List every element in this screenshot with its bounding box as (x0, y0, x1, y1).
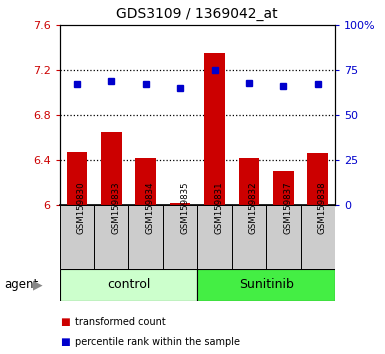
Text: ■: ■ (60, 317, 69, 327)
Text: percentile rank within the sample: percentile rank within the sample (75, 337, 240, 347)
Text: GSM159838: GSM159838 (318, 181, 327, 234)
Text: control: control (107, 279, 150, 291)
Text: Sunitinib: Sunitinib (239, 279, 294, 291)
Text: GSM159835: GSM159835 (180, 181, 189, 234)
Bar (67, 152, 87, 205)
Bar (301, 205, 335, 269)
Title: GDS3109 / 1369042_at: GDS3109 / 1369042_at (117, 7, 278, 21)
Text: transformed count: transformed count (75, 317, 166, 327)
Bar (170, 203, 191, 205)
Text: GSM159834: GSM159834 (146, 181, 155, 234)
Text: GSM159832: GSM159832 (249, 181, 258, 234)
Text: ▶: ▶ (33, 279, 43, 291)
Bar (60, 269, 197, 301)
Bar (197, 205, 232, 269)
Bar (60, 205, 94, 269)
Text: ■: ■ (60, 337, 69, 347)
Bar (266, 205, 301, 269)
Bar (163, 205, 197, 269)
Text: GSM159833: GSM159833 (111, 181, 120, 234)
Text: GSM159830: GSM159830 (77, 181, 86, 234)
Text: GSM159831: GSM159831 (214, 181, 224, 234)
Bar (232, 205, 266, 269)
Text: agent: agent (4, 279, 38, 291)
Bar (239, 158, 259, 205)
Bar (273, 171, 294, 205)
Bar (197, 269, 335, 301)
Text: GSM159837: GSM159837 (283, 181, 292, 234)
Bar (204, 53, 225, 205)
Bar (94, 205, 129, 269)
Bar (129, 205, 163, 269)
Bar (307, 153, 328, 205)
Bar (101, 132, 122, 205)
Bar (136, 158, 156, 205)
